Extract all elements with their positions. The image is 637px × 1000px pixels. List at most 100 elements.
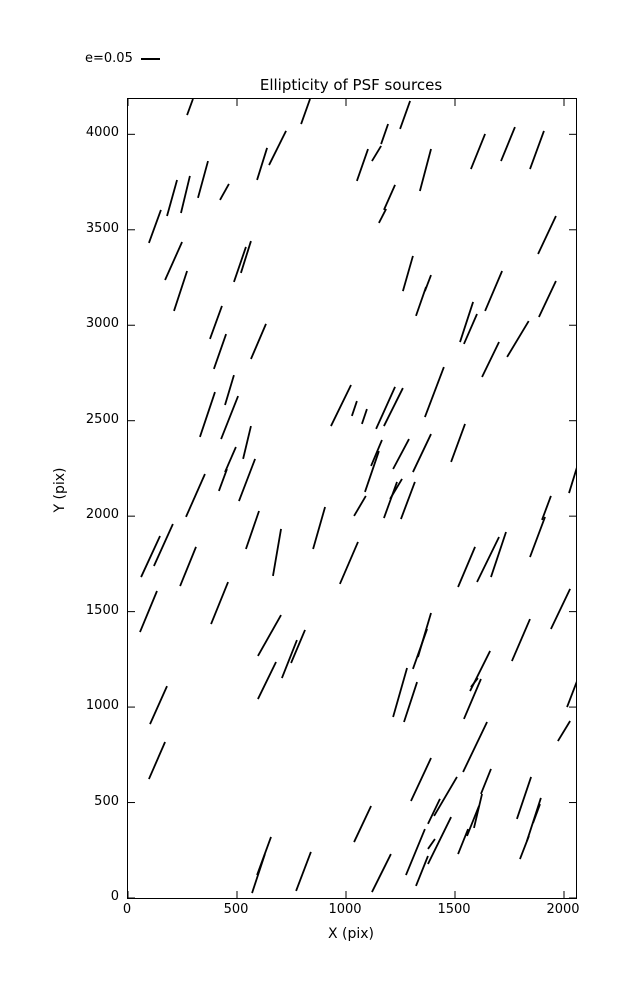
y-tick-label: 3500 (85, 220, 119, 236)
ellipticity-segment (463, 678, 482, 720)
ellipticity-segment (529, 130, 545, 170)
ellipticity-segment (330, 384, 352, 427)
ellipticity-segment (378, 208, 387, 224)
ellipticity-segment (186, 99, 194, 116)
ellipticity-segment (219, 183, 230, 201)
y-tick-label: 2500 (85, 411, 119, 427)
y-tick-label: 4000 (85, 125, 119, 141)
ellipticity-segment (402, 255, 414, 292)
y-tick-label: 0 (110, 889, 119, 904)
ellipticity-segment (532, 803, 541, 824)
ellipticity-segment (473, 793, 483, 829)
x-tick-label: 0 (122, 902, 132, 917)
ellipticity-segment (383, 387, 404, 427)
ellipticity-segment (433, 776, 458, 817)
ellipticity-segment (148, 209, 162, 244)
ellipticity-segment (371, 145, 382, 162)
ellipticity-segment (148, 741, 166, 780)
ellipticity-segment (519, 835, 530, 860)
ellipticity-segment (463, 313, 478, 345)
ellipticity-segment (220, 395, 239, 440)
x-tick-label: 500 (223, 902, 249, 917)
ellipticity-segment (481, 341, 500, 378)
ellipticity-segment (240, 240, 252, 274)
ellipticity-segment (213, 333, 227, 370)
ellipticity-segment (538, 280, 557, 318)
ellipticity-segment (399, 100, 411, 130)
ellipticity-segment (351, 400, 358, 417)
y-tick-label: 1000 (85, 698, 119, 714)
ellipticity-segment (268, 130, 287, 166)
ellipticity-segment (490, 531, 507, 578)
ellipticity-segment (511, 618, 531, 662)
ellipticity-segment (353, 495, 367, 517)
legend: e=0.05 (85, 51, 160, 66)
ellipticity-segment (424, 366, 445, 418)
ellipticity-segment (476, 536, 500, 583)
ellipticity-segment (427, 838, 436, 850)
ellipticity-segment (339, 541, 359, 585)
ellipticity-segment (459, 301, 474, 343)
ellipticity-segment (400, 481, 416, 520)
ellipticity-segment (185, 473, 206, 518)
ellipticity-segment (197, 160, 209, 199)
ellipticity-segment (224, 374, 235, 406)
ellipticity-segment (415, 855, 429, 887)
chart-title: Ellipticity of PSF sources (259, 76, 443, 94)
ellipticity-segment (353, 805, 372, 843)
ellipticity-segment (470, 677, 479, 688)
ellipticity-segment (290, 629, 306, 664)
ellipticity-segment (149, 685, 168, 725)
ellipticity-segment (166, 179, 178, 217)
legend-line-icon (140, 57, 160, 60)
y-tick-label: 3000 (85, 316, 119, 332)
ellipticity-segment (218, 468, 228, 492)
ellipticity-segment (392, 438, 410, 470)
ellipticity-segment (224, 446, 237, 473)
ellipticity-segment (199, 391, 216, 438)
ellipticity-segment (450, 423, 466, 463)
ellipticity-segment (312, 506, 326, 550)
ellipticity-segment (470, 133, 486, 170)
ellipticity-segment (153, 523, 174, 567)
ellipticity-segment (364, 450, 380, 493)
ellipticity-segment (383, 184, 396, 211)
ellipticity-segment (500, 126, 516, 162)
ellipticity-segment (238, 458, 256, 502)
ellipticity-segment (568, 467, 576, 494)
ellipticity-segment (180, 175, 191, 214)
ellipticity-segment (427, 816, 452, 865)
ellipticity-segment (164, 241, 183, 281)
ellipticity-segment (403, 681, 418, 723)
ellipticity-segment (506, 320, 530, 358)
ellipticity-segment (257, 661, 277, 700)
x-tick-label: 1000 (328, 902, 362, 917)
ellipticity-segment (415, 286, 427, 317)
ellipticity-segment (173, 270, 188, 312)
ellipticity-segment (179, 546, 197, 587)
ellipticity-segment (245, 510, 260, 550)
x-tick-label: 1500 (437, 902, 471, 917)
ellipticity-segment (392, 667, 408, 718)
x-tick-label: 2000 (546, 902, 580, 917)
legend-label: e=0.05 (85, 51, 133, 66)
ellipticity-segment (257, 614, 282, 657)
ellipticity-segment (375, 386, 396, 430)
ellipticity-segment (250, 323, 267, 360)
ellipticity-segment (410, 757, 432, 802)
ellipticity-segment (516, 776, 532, 820)
ellipticity-segment (541, 495, 552, 521)
ellipticity-segment (242, 425, 252, 460)
ellipticity-segment (457, 546, 476, 588)
ellipticity-segment (480, 768, 492, 795)
ellipticity-segment (210, 581, 229, 625)
ellipticity-segment (256, 147, 268, 181)
ellipticity-segment (484, 270, 503, 312)
ellipticity-segment (550, 588, 571, 630)
ellipticity-segment (424, 274, 432, 292)
ellipticity-segment (529, 516, 546, 558)
ellipticity-segment (140, 535, 161, 578)
ellipticity-segment (380, 123, 389, 145)
ellipticity-segment (412, 433, 432, 473)
